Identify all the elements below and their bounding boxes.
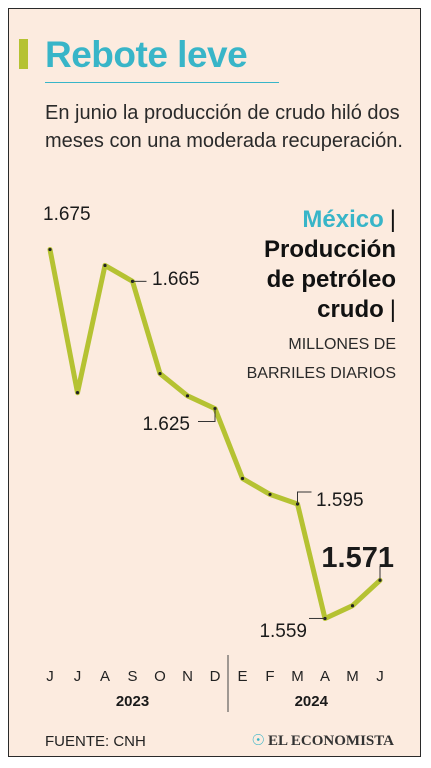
year-label-2023: 2023 xyxy=(116,693,149,710)
x-tick-label-5: O xyxy=(154,668,166,685)
data-point-2 xyxy=(75,391,80,395)
legend: México | Producción de petróleo crudo | xyxy=(176,205,396,325)
annotation-label-4: 1.665 xyxy=(152,269,200,290)
annotation-label-latest: 1.571 xyxy=(321,542,394,574)
legend-metric-line3: crudo xyxy=(317,296,384,323)
x-tick-label-9: F xyxy=(265,668,274,685)
x-tick-label-7: D xyxy=(210,668,221,685)
annotation-label-1: 1.675 xyxy=(43,204,91,225)
year-label-2024: 2024 xyxy=(295,693,329,710)
annotation-label-10: 1.595 xyxy=(316,490,364,511)
legend-metric-line2: de petróleo xyxy=(266,266,396,293)
infographic-card: Rebote leve En junio la producción de cr… xyxy=(8,8,421,757)
legend-units-line2: BARRILES DIARIOS xyxy=(246,365,396,382)
annotation-leader-7 xyxy=(198,408,216,423)
legend-separator-2: | xyxy=(389,296,396,323)
annotation-label-7: 1.625 xyxy=(142,414,190,435)
chart-title: Rebote leve xyxy=(45,34,248,75)
title-underline xyxy=(45,82,279,83)
legend-units-line1: MILLONES DE xyxy=(288,336,396,353)
x-tick-label-8: E xyxy=(237,668,247,685)
source-note: FUENTE: CNH xyxy=(45,733,146,750)
x-tick-label-3: A xyxy=(100,668,110,685)
legend-separator-1: | xyxy=(389,206,396,233)
x-tick-label-2: J xyxy=(74,668,82,685)
x-tick-label-1: J xyxy=(46,668,54,685)
x-tick-label-13: J xyxy=(376,668,384,685)
data-point-8 xyxy=(240,476,245,481)
annotation-label-11: 1.559 xyxy=(259,621,307,642)
x-tick-label-10: M xyxy=(291,668,304,685)
legend-metric-line1: Producción xyxy=(263,236,396,263)
logo-icon: ☉ xyxy=(251,733,265,749)
data-point-1 xyxy=(48,247,52,252)
logo-text: EL ECONOMISTA xyxy=(268,733,394,749)
x-tick-label-12: M xyxy=(346,668,359,685)
legend-units: MILLONES DE BARRILES DIARIOS xyxy=(176,330,396,388)
x-tick-label-6: N xyxy=(182,668,193,685)
data-point-13 xyxy=(378,578,382,582)
annotation-leader-10 xyxy=(297,491,312,504)
x-tick-label-11: A xyxy=(320,668,330,685)
data-point-5 xyxy=(158,371,162,376)
data-point-9 xyxy=(268,492,272,497)
x-tick-label-4: S xyxy=(127,668,137,685)
publisher-logo: ☉ EL ECONOMISTA xyxy=(252,731,394,750)
legend-country: México xyxy=(302,206,384,233)
data-point-3 xyxy=(103,263,107,268)
data-point-6 xyxy=(185,394,190,398)
data-point-12 xyxy=(350,604,355,608)
chart-subtitle: En junio la producción de crudo hiló dos… xyxy=(45,102,403,152)
accent-bar xyxy=(19,39,28,69)
